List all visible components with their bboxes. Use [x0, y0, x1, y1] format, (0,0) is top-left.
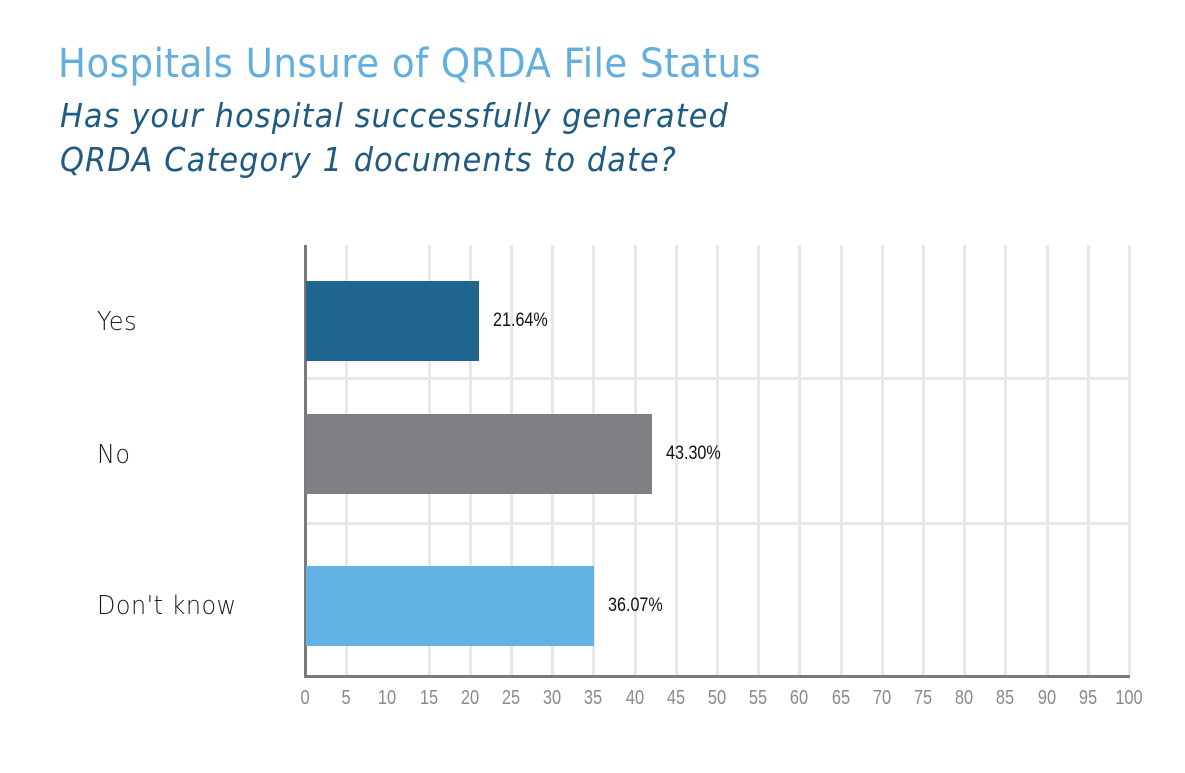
x-tick-label: 5 — [341, 687, 351, 709]
subtitle-line-1: Has your hospital successfully generated — [60, 96, 729, 135]
x-tick-label: 95 — [1078, 687, 1097, 709]
y-axis-line — [304, 245, 307, 678]
x-tick-label: 70 — [872, 687, 891, 709]
category-label: Don't know — [97, 591, 237, 621]
gridline-vertical — [1128, 245, 1131, 676]
x-tick-label: 15 — [419, 687, 438, 709]
value-label: 36.07% — [608, 595, 664, 616]
bar-don-t-know — [306, 566, 595, 646]
x-tick-label: 100 — [1115, 687, 1143, 709]
x-tick-label: 90 — [1037, 687, 1056, 709]
x-tick-label: 20 — [460, 687, 479, 709]
x-tick-label: 10 — [378, 687, 397, 709]
gridline-horizontal — [305, 522, 1130, 525]
x-tick-label: 40 — [625, 687, 644, 709]
gridline-vertical — [880, 245, 884, 676]
value-label: 21.64% — [492, 310, 548, 331]
gridline-vertical — [1086, 245, 1090, 676]
bar-no — [306, 414, 653, 494]
x-tick-label: 80 — [955, 687, 974, 709]
x-tick-label: 60 — [790, 687, 809, 709]
bar-yes — [306, 281, 479, 361]
x-tick-label: 0 — [300, 687, 310, 709]
x-tick-label: 50 — [707, 687, 727, 709]
gridline-vertical — [716, 245, 719, 676]
x-tick-label: 65 — [831, 687, 850, 709]
x-axis-line — [304, 675, 1130, 678]
gridline-vertical — [757, 245, 761, 676]
x-tick-label: 45 — [666, 687, 685, 709]
gridline-horizontal — [305, 377, 1130, 380]
category-label: Yes — [97, 307, 138, 337]
x-tick-label: 85 — [996, 687, 1015, 709]
chart-title: Hospitals Unsure of QRDA File Status — [58, 41, 762, 87]
gridline-vertical — [839, 245, 843, 676]
value-label: 43.30% — [666, 443, 721, 464]
x-tick-label: 35 — [584, 687, 603, 709]
category-label: No — [97, 440, 131, 470]
gridline-vertical — [922, 245, 925, 676]
gridline-vertical — [674, 245, 678, 676]
x-tick-label: 30 — [543, 687, 562, 709]
gridline-vertical — [1004, 245, 1008, 676]
gridline-vertical — [798, 245, 802, 676]
x-tick-label: 75 — [913, 687, 933, 709]
subtitle-line-2: QRDA Category 1 documents to date? — [60, 140, 677, 179]
gridline-vertical — [963, 245, 967, 676]
gridline-vertical — [1045, 245, 1049, 676]
chart-subtitle: Has your hospital successfully generated… — [60, 94, 729, 182]
x-tick-label: 55 — [749, 687, 768, 709]
x-tick-label: 25 — [501, 687, 521, 709]
